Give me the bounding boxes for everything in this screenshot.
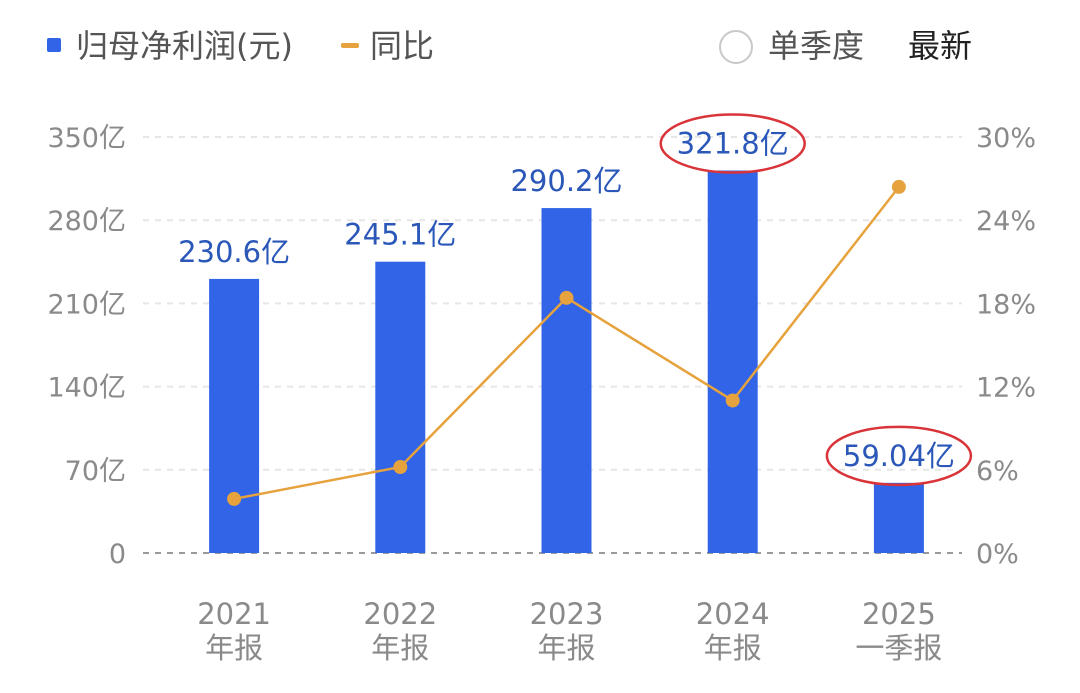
legend-line-swatch [341,43,359,48]
right-tick-label: 18% [976,289,1036,320]
category-period: 年报 [704,631,762,665]
highlight-circle [659,113,806,174]
bar [873,482,924,553]
left-tick-label: 210亿 [47,289,126,320]
right-tick-label: 30% [976,123,1036,154]
yoy-point [393,460,408,475]
bar-value-label: 59.04亿 [843,439,955,473]
right-tick-label: 24% [976,206,1036,237]
left-tick-label: 70亿 [65,456,126,487]
bar [375,261,426,553]
left-tick-label: 350亿 [47,123,126,154]
right-tick-label: 12% [976,373,1036,404]
legend-bar-label: 归母净利润(元) [76,27,293,65]
category-period: 年报 [371,631,429,665]
highlight-circle [825,425,973,487]
bar [541,208,592,553]
bar-value-label: 290.2亿 [510,164,622,198]
category-year: 2021 [197,597,271,631]
left-axis: 0 70亿 140亿 210亿 280亿 350亿 [47,123,126,570]
right-tick-label: 6% [976,456,1019,487]
category-year: 2024 [696,597,770,631]
category-period: 年报 [537,631,595,665]
category-year: 2025 [862,597,936,631]
category-period: 年报 [205,631,263,665]
period-toggle[interactable]: 单季度 最新 [719,27,972,65]
bar-value-label: 230.6亿 [178,235,290,269]
bar [209,278,260,553]
right-axis: 0% 6% 12% 18% 24% 30% [976,123,1036,570]
bar-series [209,170,924,554]
category-year: 2022 [363,597,437,631]
radio-icon[interactable] [719,30,753,64]
bar-value-label: 245.1亿 [344,218,456,252]
yoy-point [891,179,906,194]
category-year: 2023 [530,597,604,631]
yoy-point [227,491,242,506]
bar [707,170,758,554]
single-quarter-option[interactable]: 单季度 [768,27,864,65]
legend-bar-swatch [47,38,61,52]
right-tick-label: 0% [976,539,1019,570]
category-period: 一季报 [855,631,942,665]
left-tick-label: 140亿 [47,373,126,404]
line-series [227,179,906,506]
legend: 归母净利润(元) 同比 [47,27,434,65]
yoy-point [559,290,574,305]
bar-value-label: 321.8亿 [677,127,789,161]
left-tick-label: 0 [109,539,126,570]
left-tick-label: 280亿 [47,206,126,237]
latest-option[interactable]: 最新 [908,27,972,65]
yoy-point [725,393,740,408]
bar-value-labels: 230.6亿 245.1亿 290.2亿 321.8亿 59.04亿 [178,113,973,487]
legend-line-label: 同比 [370,27,434,65]
